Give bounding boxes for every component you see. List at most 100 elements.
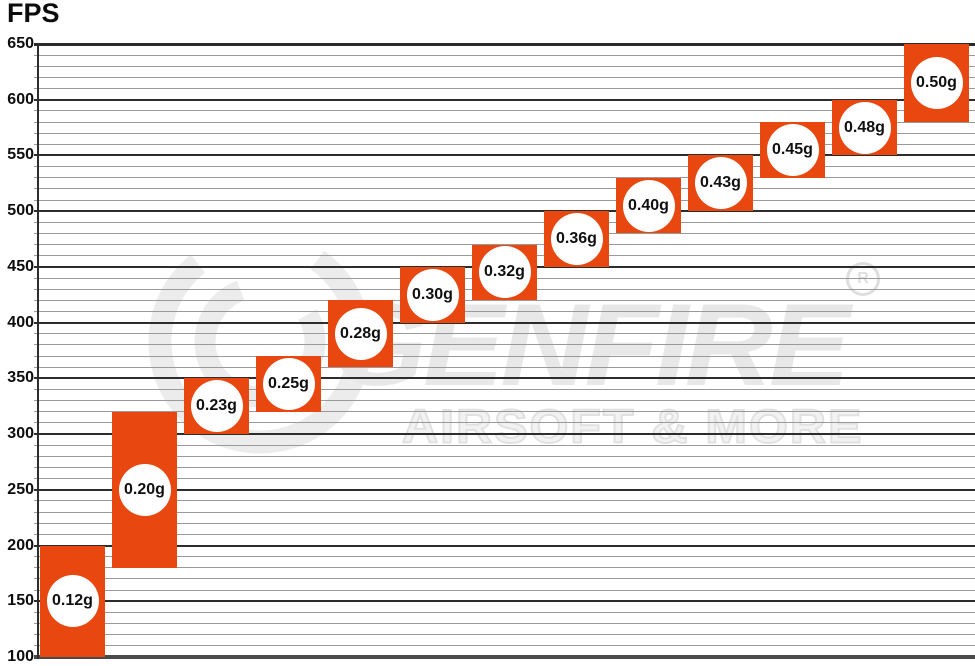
- bb-weight-badge: 0.50g: [910, 57, 963, 109]
- gridline-minor: [34, 232, 975, 234]
- gridline-minor: [34, 578, 975, 580]
- gridline-minor: [34, 344, 975, 346]
- bb-weight-label: 0.36g: [556, 230, 597, 248]
- gridline-major: [34, 210, 975, 213]
- axis-title: FPS: [7, 0, 60, 28]
- gridline-bottom-edge: [34, 655, 975, 659]
- gridline-minor: [34, 422, 975, 424]
- fps-range-bar: 0.50g: [904, 44, 969, 123]
- bb-weight-label: 0.43g: [700, 174, 741, 192]
- gridline-minor: [34, 478, 975, 480]
- gridline-minor: [34, 310, 975, 312]
- y-axis-tick-label: 400: [7, 313, 34, 331]
- y-axis-tick-label: 100: [7, 648, 34, 665]
- fps-range-bar: 0.20g: [112, 411, 177, 568]
- gridline-minor: [34, 199, 975, 201]
- fps-range-bar: 0.36g: [544, 211, 609, 267]
- gridline-minor: [34, 511, 975, 513]
- gridline-minor: [34, 177, 975, 179]
- bb-weight-badge: 0.20g: [118, 463, 171, 516]
- fps-range-bar: 0.40g: [616, 177, 681, 234]
- gridline-major: [34, 321, 975, 324]
- gridline-minor: [34, 121, 975, 123]
- y-axis-tick-label: 300: [7, 425, 34, 443]
- fps-range-bar: 0.12g: [40, 545, 105, 657]
- gridline-minor: [34, 355, 975, 357]
- bb-weight-label: 0.30g: [412, 285, 453, 303]
- gridline-minor: [34, 556, 975, 558]
- fps-range-bar: 0.23g: [184, 378, 249, 435]
- bb-weight-badge: 0.43g: [694, 157, 747, 210]
- y-axis-tick-label: 200: [7, 536, 34, 554]
- bb-weight-badge: 0.25g: [262, 357, 315, 410]
- bb-weight-badge: 0.40g: [622, 179, 675, 232]
- fps-range-bar: 0.48g: [832, 99, 897, 156]
- bb-weight-badge: 0.36g: [550, 213, 603, 266]
- bb-weight-label: 0.45g: [772, 140, 813, 158]
- gridline-minor: [34, 500, 975, 502]
- bb-weight-label: 0.28g: [340, 324, 381, 342]
- fps-range-bar: 0.28g: [328, 300, 393, 368]
- gridline-minor: [34, 110, 975, 112]
- bb-weight-label: 0.25g: [268, 374, 309, 392]
- gridline-minor: [34, 589, 975, 591]
- gridline-minor: [34, 623, 975, 625]
- gridline-minor: [34, 299, 975, 301]
- gridline-major: [34, 544, 975, 547]
- gridline-minor: [34, 611, 975, 613]
- bb-weight-label: 0.20g: [124, 480, 165, 498]
- gridline-minor: [34, 389, 975, 390]
- gridline-minor: [34, 221, 975, 223]
- y-axis-tick-label: 150: [7, 592, 34, 610]
- gridline-minor: [34, 132, 975, 134]
- gridline-minor: [34, 400, 975, 402]
- y-axis-tick-label: 550: [7, 146, 34, 164]
- fps-range-bar: 0.45g: [760, 122, 825, 178]
- y-axis-line: [37, 44, 39, 659]
- gridline-minor: [34, 455, 975, 457]
- gridline-minor: [34, 444, 975, 446]
- gridline-minor: [34, 54, 975, 56]
- gridline-minor: [34, 143, 975, 145]
- bb-weight-label: 0.32g: [484, 263, 525, 281]
- bb-weight-label: 0.12g: [52, 592, 93, 610]
- bb-weight-badge: 0.48g: [838, 101, 891, 154]
- bb-weight-badge: 0.30g: [406, 268, 459, 321]
- gridline-top-edge: [34, 43, 975, 46]
- bb-weight-badge: 0.28g: [334, 307, 387, 360]
- y-axis-tick-label: 500: [7, 202, 34, 220]
- y-axis-tick-label: 600: [7, 90, 34, 108]
- y-axis-tick-label: 450: [7, 257, 34, 275]
- gridline-major: [34, 488, 975, 491]
- y-axis-tick-label: 250: [7, 480, 34, 498]
- fps-range-bar: 0.25g: [256, 356, 321, 412]
- fps-range-bar: 0.43g: [688, 155, 753, 212]
- y-axis-tick-label: 350: [7, 369, 34, 387]
- bb-weight-badge: 0.23g: [190, 380, 243, 433]
- gridline-major: [34, 600, 975, 603]
- gridline-major: [34, 433, 975, 436]
- bb-weight-label: 0.50g: [916, 74, 957, 91]
- gridline-minor: [34, 645, 975, 647]
- gridline-minor: [34, 522, 975, 524]
- gridline-minor: [34, 411, 975, 413]
- gridline-minor: [34, 65, 975, 67]
- fps-range-bar: 0.32g: [472, 244, 537, 301]
- gridline-major: [34, 377, 975, 380]
- gridline-major: [34, 154, 975, 157]
- gridline-minor: [34, 188, 975, 190]
- fps-range-bar: 0.30g: [400, 266, 465, 323]
- bb-weight-badge: 0.32g: [478, 246, 531, 299]
- gridline-minor: [34, 533, 975, 535]
- gridline-minor: [34, 634, 975, 636]
- gridline-major: [34, 98, 975, 101]
- y-axis-tick-label: 650: [7, 35, 34, 52]
- gridline-minor: [34, 166, 975, 168]
- bb-weight-label: 0.23g: [196, 397, 237, 415]
- gridline-minor: [34, 467, 975, 469]
- bb-weight-label: 0.48g: [844, 118, 885, 136]
- gridline-minor: [34, 366, 975, 368]
- bb-weight-badge: 0.12g: [46, 575, 99, 628]
